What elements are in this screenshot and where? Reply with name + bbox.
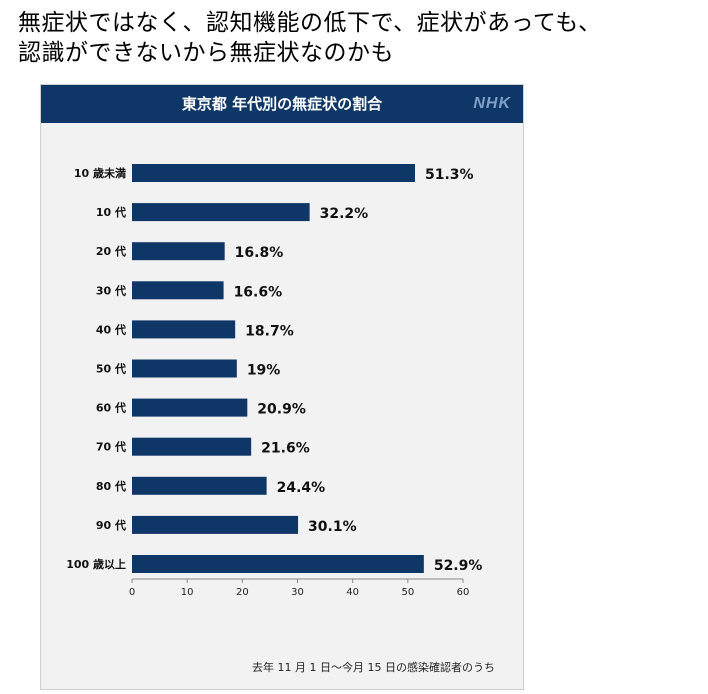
chart-header: 東京都 年代別の無症状の割合 NHK	[41, 85, 523, 123]
bar	[132, 515, 299, 534]
category-label: 10 歳未満	[74, 166, 126, 180]
caption: 無症状ではなく、認知機能の低下で、症状があっても、 認識ができないから無症状なの…	[18, 8, 698, 68]
value-label: 16.6%	[234, 284, 283, 300]
x-tick-label: 40	[346, 587, 359, 598]
bar	[132, 320, 236, 339]
category-label: 80 代	[96, 479, 126, 493]
bar-chart: 10 歳未満 51.3% 10 代 32.2% 20 代 16.8% 30 代 16.6% 40…	[66, 164, 483, 598]
bar	[132, 437, 252, 456]
bar	[132, 555, 424, 573]
x-tick-label: 0	[129, 587, 135, 598]
value-label: 16.8%	[235, 245, 284, 261]
x-tick-label: 30	[291, 587, 304, 598]
value-label: 24.4%	[277, 480, 326, 496]
chart-title: 東京都 年代別の無症状の割合	[181, 95, 383, 113]
x-tick-label: 10	[181, 587, 194, 598]
value-label: 51.3%	[425, 167, 474, 183]
value-label: 18.7%	[245, 323, 294, 339]
value-label: 21.6%	[261, 441, 310, 457]
bar	[132, 359, 237, 378]
value-label: 19%	[247, 363, 281, 379]
value-label: 32.2%	[320, 206, 369, 222]
caption-line-1: 無症状ではなく、認知機能の低下で、症状があっても、	[18, 10, 602, 36]
category-label: 30 代	[96, 283, 126, 297]
x-tick-label: 60	[457, 587, 470, 598]
category-label: 90 代	[96, 518, 126, 532]
category-label: 40 代	[96, 322, 126, 336]
bar	[132, 164, 416, 182]
category-label: 100 歳以上	[66, 557, 126, 571]
nhk-logo: NHK	[473, 95, 511, 112]
category-label: 60 代	[96, 401, 126, 415]
category-label: 20 代	[96, 244, 126, 258]
bar	[132, 281, 224, 300]
caption-line-2: 認識ができないから無症状なのかも	[18, 40, 394, 66]
chart-footnote: 去年 11 月 1 日～今月 15 日の感染確認者のうち	[252, 661, 495, 674]
x-tick-label: 20	[236, 587, 249, 598]
value-label: 30.1%	[308, 519, 357, 535]
value-label: 20.9%	[257, 402, 306, 418]
bar	[132, 242, 225, 261]
chart-card: 東京都 年代別の無症状の割合 NHK 10 歳未満 51.3% 10 代 32.2% 2…	[40, 84, 524, 690]
x-tick-label: 50	[401, 587, 414, 598]
bar	[132, 476, 267, 495]
bar	[132, 203, 310, 222]
category-label: 50 代	[96, 362, 126, 376]
bar	[132, 398, 248, 417]
category-label: 70 代	[96, 440, 126, 454]
category-label: 10 代	[96, 205, 126, 219]
value-label: 52.9%	[434, 558, 483, 574]
